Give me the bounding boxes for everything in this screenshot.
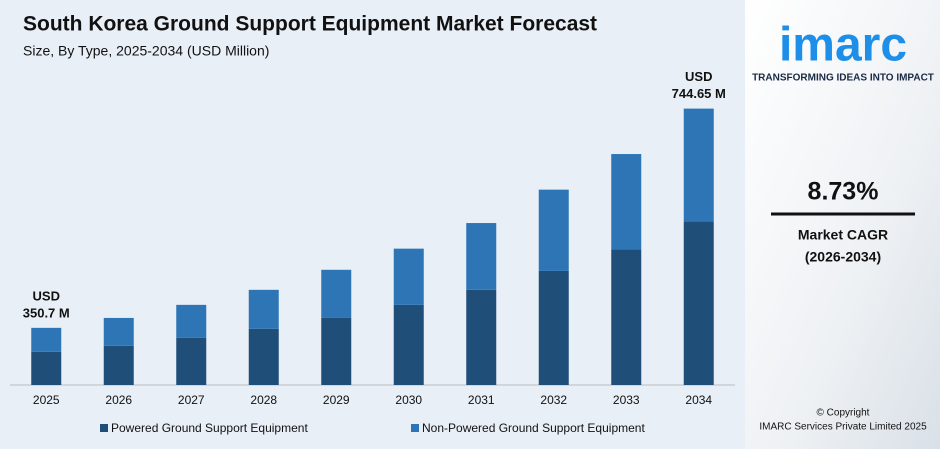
bar-segment [683,108,714,222]
x-tick-label: 2031 [468,393,495,407]
logo: imarc [779,19,907,72]
bar-segment [31,327,62,352]
bar-segment [611,154,642,250]
bar-segment [393,248,424,305]
bar-segment [248,289,279,329]
bar-segment [538,189,569,271]
total-label: 744.65 M [672,86,726,101]
bar-segment [321,317,352,385]
legend-label: Powered Ground Support Equipment [111,421,308,435]
total-label: USD [33,288,60,303]
bar-segment [611,249,642,385]
bar-segment [103,345,134,385]
x-tick-label: 2032 [540,393,567,407]
x-tick-label: 2027 [178,393,205,407]
bar-segment [538,270,569,385]
total-label: 350.7 M [23,305,70,320]
tagline: TRANSFORMING IDEAS INTO IMPACT [752,73,934,84]
x-tick-label: 2029 [323,393,350,407]
bar-segment [176,337,207,385]
legend-swatch [411,424,419,432]
bar-segment [31,351,62,385]
bar-segment [248,328,279,385]
copyright: © Copyright [817,408,870,419]
x-tick-label: 2028 [250,393,277,407]
bar-segment [466,223,497,290]
chart-title: South Korea Ground Support Equipment Mar… [23,13,597,36]
legend-swatch [100,424,108,432]
x-tick-label: 2034 [685,393,712,407]
side-panel [745,0,940,449]
bar-segment [321,269,352,318]
bar-segment [393,304,424,385]
x-tick-label: 2026 [105,393,132,407]
legend-label: Non-Powered Ground Support Equipment [422,421,645,435]
total-label: USD [685,69,712,84]
bar-segment [176,304,207,338]
bar-segment [103,317,134,346]
chart-subtitle: Size, By Type, 2025-2034 (USD Million) [23,43,269,59]
bar-segment [466,289,497,385]
cagr-period: (2026-2034) [805,249,881,265]
cagr-value: 8.73% [808,178,879,206]
x-tick-label: 2025 [33,393,60,407]
cagr-label: Market CAGR [798,227,888,243]
x-tick-label: 2030 [395,393,422,407]
bar-segment [683,221,714,385]
company: IMARC Services Private Limited 2025 [759,422,927,433]
x-tick-label: 2033 [613,393,640,407]
